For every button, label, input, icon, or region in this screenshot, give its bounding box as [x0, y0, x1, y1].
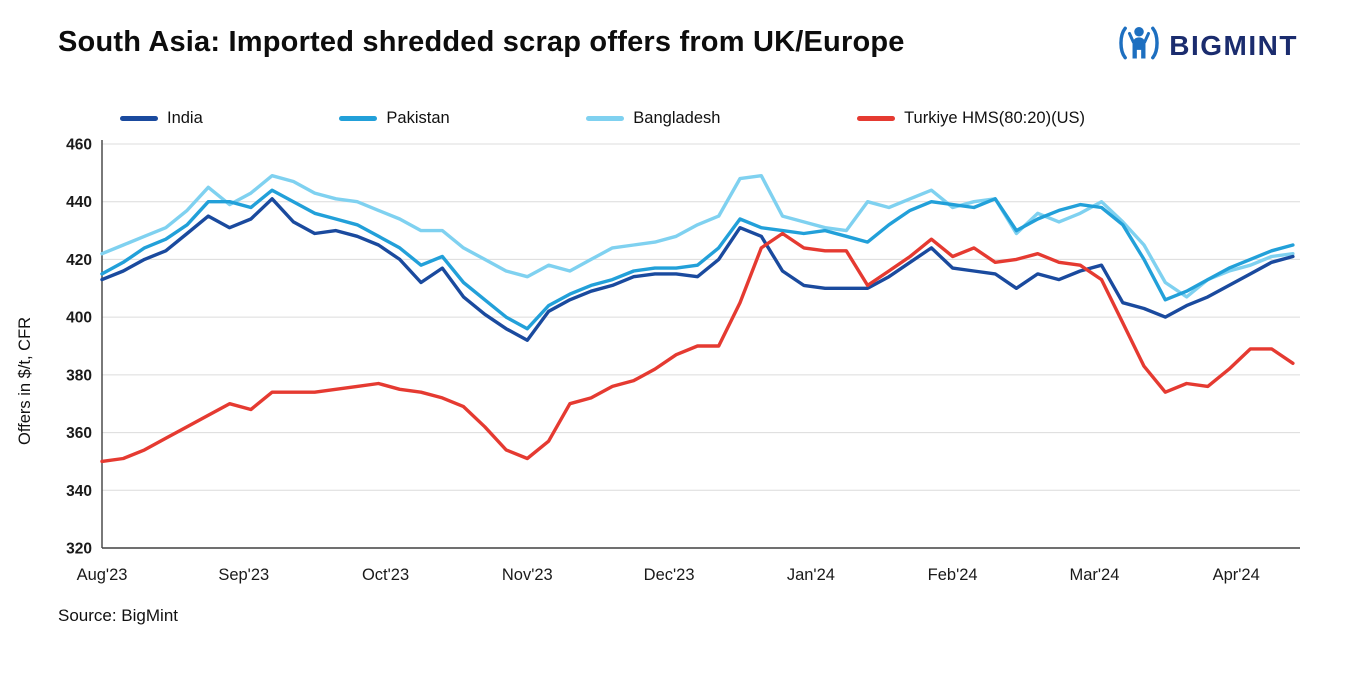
svg-text:Jan'24: Jan'24 [787, 566, 835, 584]
header: South Asia: Imported shredded scrap offe… [0, 0, 1350, 67]
svg-text:460: 460 [66, 137, 92, 154]
y-axis-title: Offers in $/t, CFR [16, 316, 34, 446]
legend-item-bangladesh: Bangladesh [586, 109, 720, 128]
svg-text:440: 440 [66, 194, 92, 211]
legend-label-bangladesh: Bangladesh [633, 109, 721, 127]
svg-text:Sep'23: Sep'23 [218, 566, 269, 584]
legend-swatch-bangladesh [586, 116, 625, 121]
line-chart: 320 340 360 380 400 420 440 460 Aug'23 Sep'23 Oct'… [66, 137, 1300, 584]
svg-text:Oct'23: Oct'23 [362, 566, 409, 584]
series-line-3 [100, 231, 1295, 464]
svg-text:Dec'23: Dec'23 [644, 566, 695, 584]
svg-text:380: 380 [66, 367, 92, 384]
legend-label-pakistan: Pakistan [386, 109, 450, 127]
svg-text:360: 360 [66, 425, 92, 442]
legend-label-turkiye: Turkiye HMS(80:20)(US) [904, 109, 1085, 127]
legend-swatch-pakistan [339, 116, 378, 121]
bigmint-logo: BIGMINT [1118, 24, 1298, 67]
source-note: Source: BigMint [58, 606, 178, 625]
legend-swatch-india [120, 116, 158, 121]
bigmint-logo-text: BIGMINT [1169, 29, 1298, 61]
svg-text:Feb'24: Feb'24 [928, 566, 978, 584]
svg-text:420: 420 [66, 252, 92, 269]
chart-area: Offers in $/t, CFR 320 340 360 380 400 420 440… [0, 132, 1350, 592]
svg-text:400: 400 [66, 310, 92, 327]
page-title: South Asia: Imported shredded scrap offe… [58, 26, 905, 58]
svg-text:Apr'24: Apr'24 [1213, 566, 1260, 584]
series-line-0 [100, 197, 1295, 342]
legend-item-india: India [120, 109, 203, 128]
chart-legend: India Pakistan Bangladesh Turkiye HMS(80… [120, 109, 1085, 128]
legend-label-india: India [167, 109, 203, 127]
bigmint-logo-icon [1118, 24, 1160, 67]
svg-text:Mar'24: Mar'24 [1069, 566, 1119, 584]
legend-item-pakistan: Pakistan [339, 109, 450, 128]
svg-text:Nov'23: Nov'23 [502, 566, 553, 584]
legend-item-turkiye: Turkiye HMS(80:20)(US) [857, 109, 1085, 128]
svg-text:320: 320 [66, 541, 92, 558]
svg-text:340: 340 [66, 483, 92, 500]
legend-swatch-turkiye [857, 116, 896, 121]
series-line-1 [100, 188, 1295, 331]
svg-text:Aug'23: Aug'23 [77, 566, 128, 584]
